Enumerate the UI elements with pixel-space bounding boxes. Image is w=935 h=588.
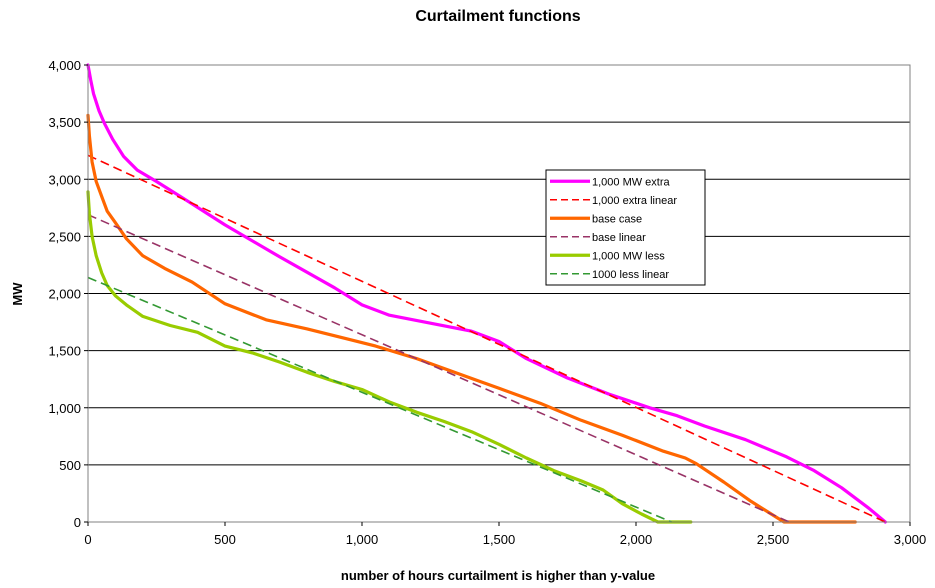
series-line-5 — [87, 276, 672, 523]
y-tick-label: 3,500 — [48, 115, 81, 130]
chart-title: Curtailment functions — [415, 8, 580, 25]
series-line-3 — [87, 213, 790, 523]
y-tick-label: 3,000 — [48, 172, 81, 187]
x-tick-label: 1,000 — [346, 532, 379, 547]
y-axis-label: MW — [10, 282, 25, 306]
x-tick-label: 2,500 — [757, 532, 790, 547]
legend: 1,000 MW extra 1,000 extra linear base cas… — [545, 169, 706, 286]
y-tick-label: 1,000 — [48, 401, 81, 416]
legend-label-0: 1,000 MW extra — [592, 176, 671, 188]
ticks-layer: 0 500 1,000 1,500 2,000 2,500 3,000 3,500 4,000 0… — [48, 58, 926, 547]
legend-box — [545, 169, 706, 286]
y-tick-label: 1,500 — [48, 344, 81, 359]
y-tick-label: 2,500 — [48, 229, 81, 244]
x-tick-label: 500 — [214, 532, 236, 547]
y-tick-label: 4,000 — [48, 58, 81, 73]
x-axis-label: number of hours curtailment is higher th… — [341, 568, 655, 583]
y-tick-label: 2,000 — [48, 287, 81, 302]
legend-label-5: 1000 less linear — [592, 269, 669, 281]
x-tick-label: 1,500 — [483, 532, 516, 547]
y-tick-label: 0 — [74, 515, 81, 530]
series-line-0 — [86, 63, 887, 524]
series-layer — [86, 63, 887, 524]
series-line-2 — [86, 113, 857, 524]
x-tick-label: 2,000 — [620, 532, 653, 547]
y-tick-label: 500 — [59, 458, 81, 473]
legend-label-4: 1,000 MW less — [592, 250, 665, 262]
legend-label-2: base case — [592, 213, 642, 225]
legend-label-1: 1,000 extra linear — [592, 195, 677, 207]
x-tick-label: 3,000 — [894, 532, 927, 547]
series-line-1 — [87, 154, 886, 523]
legend-label-3: base linear — [592, 232, 646, 244]
x-tick-label: 0 — [84, 532, 91, 547]
